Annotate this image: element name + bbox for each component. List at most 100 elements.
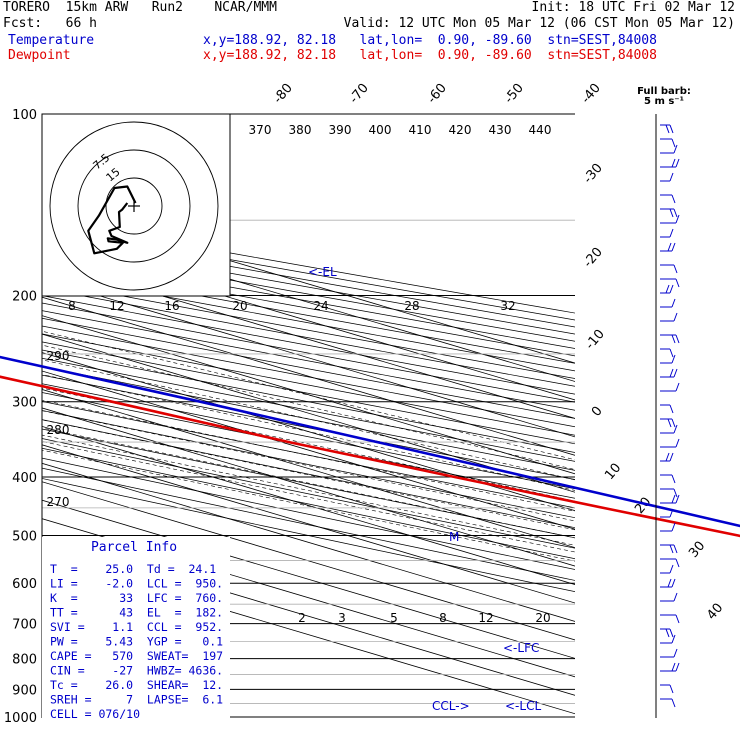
mixing-ratio-label: 24 <box>313 299 328 313</box>
hodograph-ring <box>105 177 163 235</box>
mixing-ratio-label: 8 <box>68 299 76 313</box>
isotherm-label: -70 <box>347 81 372 107</box>
isotherm-label: 40 <box>704 601 726 623</box>
isotherm <box>42 389 575 549</box>
wind-barb <box>660 158 680 168</box>
wind-barb-flag <box>669 348 674 358</box>
wind-barb <box>660 264 678 274</box>
moist-adiabat <box>42 330 575 461</box>
wind-barb <box>660 648 678 658</box>
wind-barb <box>660 172 674 182</box>
dry-adiabat <box>42 366 575 471</box>
wind-barb-flag <box>669 404 674 414</box>
wind-barb-flag <box>675 214 680 224</box>
isotherm <box>42 407 575 567</box>
wind-barb-flag <box>665 284 670 294</box>
mixing-ratio-label: 28 <box>404 299 419 313</box>
wind-barb <box>660 334 680 344</box>
wind-barb-flag <box>675 382 680 392</box>
wind-barb <box>660 278 680 288</box>
dry-adiabat <box>42 341 575 445</box>
mixing-ratio-label: 12 <box>109 299 124 313</box>
wind-barb <box>660 564 674 574</box>
mixing-ratio-label-low: 8 <box>439 611 447 625</box>
wind-barb <box>660 452 674 462</box>
parcel-row: CELL = 076/10 <box>50 707 140 721</box>
parcel-title: Parcel Info <box>91 540 177 555</box>
moist-adiabat <box>42 399 575 512</box>
wind-barb-flag <box>675 158 680 168</box>
isobar-label: 600 <box>12 577 37 592</box>
legend-dewpoint: Dewpoint <box>8 48 71 63</box>
wind-barb-flag <box>671 698 676 708</box>
parcel-row: SVI = 1.1 CCL = 952. <box>50 620 223 634</box>
isotherm <box>42 462 575 622</box>
wind-barb-flag <box>673 488 678 498</box>
header-valid-time: Valid: 12 UTC Mon 05 Mar 12 (06 CST Mon … <box>343 16 735 31</box>
parcel-row: Tc = 26.0 SHEAR= 12. <box>50 678 223 692</box>
wind-barb-flag <box>673 368 678 378</box>
parcel-row: SREH = 7 LAPSE= 6.1 <box>50 693 223 707</box>
wind-barb-flag <box>675 278 680 288</box>
wind-barb-flag <box>665 452 670 462</box>
wind-barb-flag <box>671 494 676 504</box>
hodograph-box <box>41 113 231 297</box>
mixing-ratio-label: 20 <box>232 299 247 313</box>
theta-e-label: 270 <box>47 495 70 509</box>
lfc-marker: <-LFC <box>503 641 539 655</box>
hodograph-ring <box>77 149 191 263</box>
wind-barb-flag <box>671 334 676 344</box>
wind-barb-flag <box>669 208 674 218</box>
isobar-label: 100 <box>12 108 37 123</box>
station-info-temperature: x,y=188.92, 82.18 lat,lon= 0.90, -89.60 … <box>203 33 657 48</box>
wind-barb-flag <box>669 508 674 518</box>
wind-barb <box>660 628 674 638</box>
isobar-label: 300 <box>12 396 37 411</box>
theta-label: 370 <box>249 123 272 137</box>
hodograph-trace <box>87 185 137 255</box>
isobar-label: 500 <box>12 529 37 544</box>
isotherm-label: -20 <box>581 245 606 271</box>
wind-barb-flag <box>671 242 676 252</box>
wind-barb-flag <box>671 634 676 644</box>
theta-label: 420 <box>449 123 472 137</box>
mixing-ratio-label: 16 <box>164 299 179 313</box>
wind-barb <box>660 684 674 694</box>
wind-barb <box>660 368 678 378</box>
theta-e-label: 280 <box>47 423 70 437</box>
wind-barb-flag <box>671 138 676 148</box>
wind-barb <box>660 208 678 218</box>
isobar-label: 200 <box>12 290 37 305</box>
isobar-label: 800 <box>12 653 37 668</box>
wind-barb <box>660 558 680 568</box>
theta-label: 400 <box>369 123 392 137</box>
parcel-row: PW = 5.43 YGP = 0.1 <box>50 635 223 649</box>
wind-barb-flag <box>673 144 678 154</box>
dry-adiabat <box>42 333 575 436</box>
wind-barb-flag <box>669 452 674 462</box>
wind-barb-flag <box>671 662 676 672</box>
wind-barb <box>660 578 676 588</box>
wind-barb <box>660 144 678 154</box>
wind-barb <box>660 124 674 134</box>
legend-temperature: Temperature <box>8 33 95 48</box>
wind-barb-flag <box>673 208 678 218</box>
isobar-label: 900 <box>12 683 37 698</box>
isotherm <box>42 315 575 475</box>
wind-barb-flag <box>669 564 674 574</box>
moist-adiabat <box>42 359 575 481</box>
wind-barb <box>660 698 676 708</box>
wind-barb-flag <box>667 578 672 588</box>
theta-label: 390 <box>329 123 352 137</box>
isotherm-label: -60 <box>425 81 450 107</box>
wind-barb-flag <box>669 544 674 554</box>
wind-barb-flag <box>675 662 680 672</box>
wind-barb-flag <box>665 628 670 638</box>
mixing-ratio-label-low: 12 <box>478 611 493 625</box>
isotherm <box>42 481 575 641</box>
wind-barb <box>660 494 680 504</box>
wind-barb-flag <box>675 494 680 504</box>
m-marker: M <box>449 530 459 544</box>
wind-barb-flag <box>673 424 678 434</box>
